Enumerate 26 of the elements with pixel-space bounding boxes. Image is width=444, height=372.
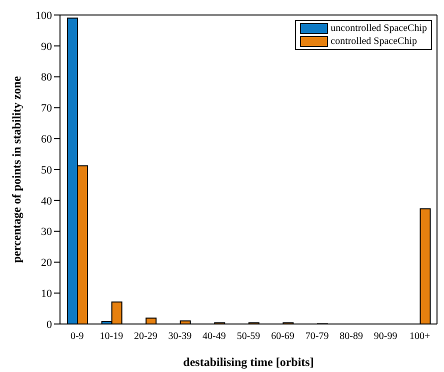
y-tick-label: 0 [46,318,52,331]
legend-label: uncontrolled SpaceChip [330,22,427,35]
x-tick-label: 50-59 [236,331,260,342]
y-tick-label: 70 [41,102,52,115]
x-tick-label: 60-69 [271,331,294,342]
x-tick-label: 30-39 [168,331,192,342]
y-tick-label: 20 [41,257,52,270]
x-tick-label: 40-49 [202,331,226,342]
y-tick-label: 30 [41,226,52,238]
x-tick-label: 70-79 [305,331,329,342]
y-tick-label: 10 [41,288,52,300]
y-axis-title: percentage of points in stability zone [9,75,24,263]
x-tick-label: 10-19 [100,331,124,342]
y-tick-label: 50 [41,164,52,176]
legend-label: controlled SpaceChip [330,35,417,48]
x-tick-label: 100+ [410,331,431,342]
y-tick-label: 80 [41,72,52,84]
y-tick-label: 100 [36,10,52,22]
y-tick-label: 40 [41,195,52,208]
x-axis-title: destabilising time [orbits] [183,355,314,369]
y-tick-label: 90 [41,40,52,53]
y-tick-label: 60 [41,134,52,146]
x-tick-label: 90-99 [374,331,398,342]
x-tick-label: 20-29 [134,331,158,342]
x-tick-label: 0-9 [70,331,84,342]
x-tick-label: 80-89 [340,331,363,342]
